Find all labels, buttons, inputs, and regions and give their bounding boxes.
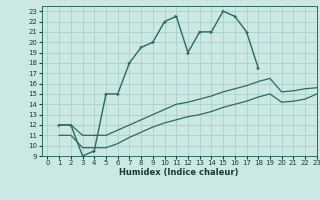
X-axis label: Humidex (Indice chaleur): Humidex (Indice chaleur) xyxy=(119,168,239,177)
